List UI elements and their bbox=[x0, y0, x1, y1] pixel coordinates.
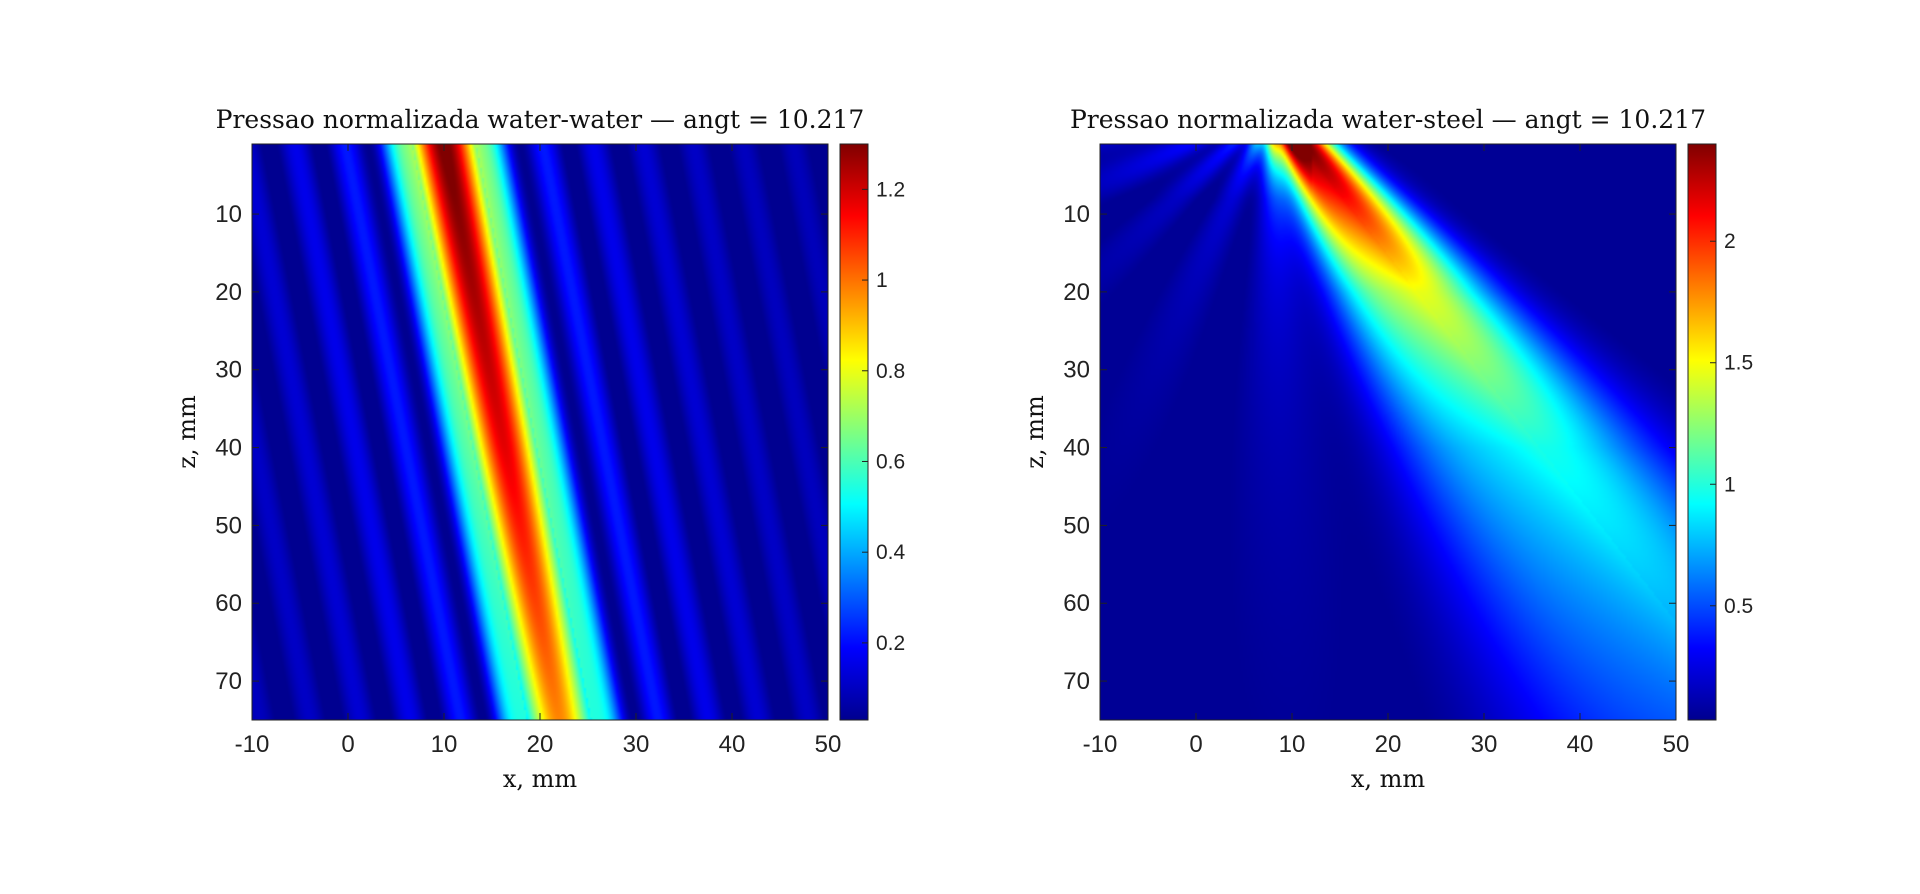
colorbar bbox=[840, 144, 868, 720]
colorbar-tick-label: 1 bbox=[876, 269, 888, 292]
x-tick-label: -10 bbox=[1083, 731, 1118, 758]
y-tick-label: 10 bbox=[215, 201, 242, 228]
y-tick-label: 20 bbox=[215, 279, 242, 306]
y-tick-label: 10 bbox=[1063, 201, 1090, 228]
colorbar-tick-label: 1.5 bbox=[1724, 352, 1753, 375]
x-tick-label: -10 bbox=[235, 731, 270, 758]
x-tick-label: 50 bbox=[815, 731, 842, 758]
plot-title: Pressao normalizada water-water — angt =… bbox=[216, 105, 865, 134]
y-axis-label: z, mm bbox=[173, 395, 201, 469]
x-tick-label: 30 bbox=[623, 731, 650, 758]
y-tick-label: 30 bbox=[1063, 357, 1090, 384]
colorbar-tick-label: 0.5 bbox=[1724, 595, 1753, 618]
x-tick-label: 0 bbox=[341, 731, 354, 758]
colorbar-ticks: 0.2 0.4 0.6 0.8 1 1.2 bbox=[862, 178, 906, 655]
y-tick-label: 20 bbox=[1063, 279, 1090, 306]
y-tick-label: 30 bbox=[215, 357, 242, 384]
x-tick-label: 0 bbox=[1189, 731, 1202, 758]
x-axis: -10 0 10 20 30 40 50 bbox=[1083, 144, 1690, 758]
y-tick-label: 70 bbox=[1063, 668, 1090, 695]
colorbar-tick-label: 0.4 bbox=[876, 541, 906, 564]
y-tick-label: 50 bbox=[1063, 512, 1090, 539]
x-tick-label: 30 bbox=[1471, 731, 1498, 758]
x-tick-label: 10 bbox=[431, 731, 458, 758]
x-tick-label: 20 bbox=[1375, 731, 1402, 758]
plot-title: Pressao normalizada water-steel — angt =… bbox=[1070, 105, 1706, 134]
heatmap-area bbox=[252, 144, 828, 720]
colorbar-tick-label: 0.6 bbox=[876, 450, 905, 473]
heatmap-area bbox=[1100, 144, 1676, 720]
colorbar-frame bbox=[1687, 143, 1717, 721]
y-tick-label: 50 bbox=[215, 512, 242, 539]
y-axis: 10 20 30 40 50 60 70 bbox=[1063, 201, 1676, 695]
x-tick-label: 40 bbox=[1567, 731, 1594, 758]
colorbar-tick-label: 2 bbox=[1724, 230, 1736, 253]
x-axis-label: x, mm bbox=[1351, 765, 1426, 793]
colorbar-ticks: 0.5 1 1.5 2 bbox=[1710, 230, 1753, 618]
x-axis-label: x, mm bbox=[503, 765, 578, 793]
colorbar-tick-label: 1.2 bbox=[876, 178, 905, 201]
x-tick-label: 20 bbox=[527, 731, 554, 758]
colorbar bbox=[1688, 144, 1716, 720]
plot-water-steel: Pressao normalizada water-steel — angt =… bbox=[1021, 105, 1753, 793]
y-tick-label: 60 bbox=[215, 590, 242, 617]
x-tick-label: 50 bbox=[1663, 731, 1690, 758]
y-tick-label: 70 bbox=[215, 668, 242, 695]
colorbar-tick-label: 0.2 bbox=[876, 632, 905, 655]
y-axis-label: z, mm bbox=[1021, 395, 1049, 469]
x-axis: -10 0 10 20 30 40 50 bbox=[235, 144, 842, 758]
y-tick-label: 40 bbox=[1063, 435, 1090, 462]
x-tick-label: 40 bbox=[719, 731, 746, 758]
plot-water-water: Pressao normalizada water-water — angt =… bbox=[173, 105, 906, 793]
colorbar-tick-label: 0.8 bbox=[876, 360, 905, 383]
x-tick-label: 10 bbox=[1279, 731, 1306, 758]
y-axis: 10 20 30 40 50 60 70 bbox=[215, 201, 828, 695]
colorbar-tick-label: 1 bbox=[1724, 473, 1736, 496]
y-tick-label: 40 bbox=[215, 435, 242, 462]
colorbar-frame bbox=[839, 143, 869, 721]
y-tick-label: 60 bbox=[1063, 590, 1090, 617]
